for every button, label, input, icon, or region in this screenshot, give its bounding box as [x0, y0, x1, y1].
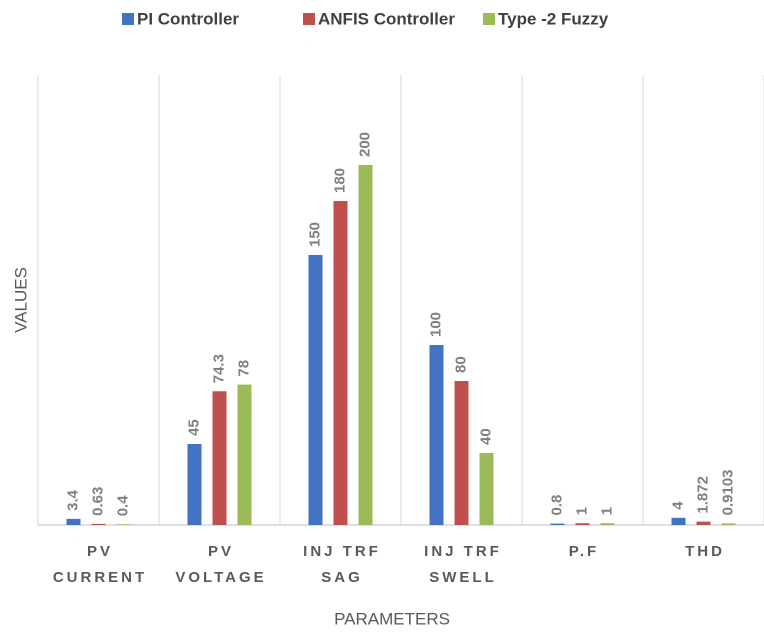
data-label: 78	[235, 360, 252, 377]
data-label: 1	[573, 507, 590, 515]
data-label: 0.8	[548, 495, 565, 516]
data-label: 4	[669, 501, 686, 510]
bar	[333, 201, 348, 525]
y-axis-title: VALUES	[11, 267, 30, 333]
data-label: 180	[331, 168, 348, 193]
data-label: 1	[598, 507, 615, 515]
data-label: 0.9103	[719, 469, 736, 515]
data-label: 200	[356, 132, 373, 157]
data-label: 100	[427, 312, 444, 337]
data-label: 80	[452, 356, 469, 373]
bar	[575, 523, 590, 525]
legend-swatch	[122, 13, 134, 25]
bar	[600, 523, 615, 525]
legend-swatch	[303, 13, 315, 25]
data-label: 1.872	[694, 476, 711, 514]
bar	[212, 391, 227, 525]
data-label: 3.4	[64, 489, 81, 511]
legend-label: Type -2 Fuzzy	[498, 9, 609, 28]
bar	[187, 444, 202, 525]
x-tick-label: INJ TRF	[303, 543, 381, 560]
bar	[66, 518, 81, 525]
bar	[696, 521, 711, 525]
bar	[479, 453, 494, 525]
data-label: 74.3	[210, 354, 227, 383]
bar	[237, 384, 252, 525]
legend-label: PI Controller	[137, 9, 239, 28]
data-label: 45	[185, 419, 202, 436]
x-tick-label: CURRENT	[53, 569, 147, 586]
bar	[358, 165, 373, 525]
data-label: 40	[477, 428, 494, 445]
x-tick-label: VOLTAGE	[175, 569, 266, 586]
x-tick-label: SWELL	[429, 569, 497, 586]
x-tick-label: P.F	[569, 543, 599, 560]
bar	[671, 517, 686, 525]
bar	[550, 523, 565, 525]
x-tick-label: SAG	[321, 569, 363, 586]
bar	[91, 523, 106, 525]
x-tick-label: PV	[87, 543, 113, 560]
bar	[721, 523, 736, 525]
x-axis-title: PARAMETERS	[334, 609, 450, 628]
legend-swatch	[483, 13, 495, 25]
data-label: 0.63	[89, 487, 106, 516]
bar	[308, 255, 323, 525]
data-label: 150	[306, 222, 323, 247]
legend-label: ANFIS Controller	[318, 9, 455, 28]
bar	[116, 524, 131, 525]
x-tick-label: THD	[685, 543, 725, 560]
data-label: 0.4	[114, 495, 131, 517]
x-tick-label: PV	[208, 543, 234, 560]
bar	[454, 381, 469, 525]
bar	[429, 345, 444, 525]
x-tick-label: INJ TRF	[424, 543, 502, 560]
